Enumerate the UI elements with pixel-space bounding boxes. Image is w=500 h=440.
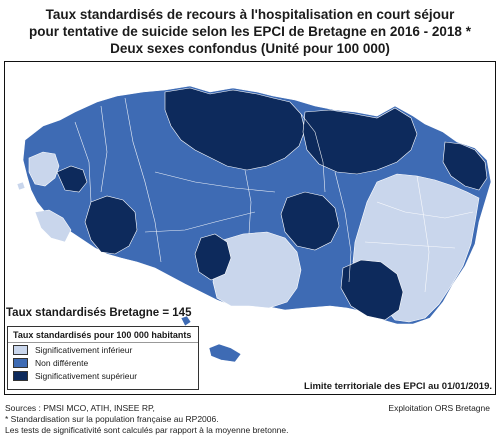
legend-label-superior: Significativement supérieur (35, 370, 138, 381)
bretagne-rate: Taux standardisés Bretagne = 145 (6, 307, 192, 319)
region-inferior-west (28, 151, 60, 187)
island-small-2 (16, 181, 26, 191)
legend-swatch-not-different (13, 357, 28, 368)
region-inferior-southwest (34, 209, 72, 243)
footer-sources: Sources : PMSI MCO, ATIH, INSEE RP, (5, 403, 155, 413)
region-superior-south-east (340, 259, 404, 321)
legend-title: Taux standardisés pour 100 000 habitants (8, 327, 198, 343)
region-superior-far-east (442, 141, 488, 191)
footer-tests: Les tests de significativité sont calcul… (5, 425, 289, 435)
island-belle-ile (208, 343, 242, 363)
epci-limit-note: Limite territoriale des EPCI au 01/01/20… (304, 381, 492, 392)
legend-item-inferior: Significativement inférieur (8, 343, 198, 356)
region-superior-north-center (164, 87, 306, 171)
title-line-2: pour tentative de suicide selon les EPCI… (29, 24, 471, 39)
region-inferior-south (212, 231, 302, 309)
map-title: Taux standardisés de recours à l'hospita… (0, 6, 500, 57)
legend: Taux standardisés pour 100 000 habitants… (7, 326, 199, 390)
footer-exploitation: Exploitation ORS Bretagne (388, 403, 490, 413)
map-frame (4, 61, 496, 395)
region-superior-south-center (194, 233, 232, 281)
legend-label-not-different: Non différente (35, 357, 89, 368)
region-superior-north-east (302, 107, 418, 175)
title-line-3: Deux sexes confondus (Unité pour 100 000… (110, 41, 390, 56)
footer-notes: Sources : PMSI MCO, ATIH, INSEE RP, * St… (5, 403, 289, 436)
bretagne-map (16, 85, 492, 363)
legend-swatch-superior (13, 370, 28, 381)
legend-item-superior: Significativement supérieur (8, 369, 198, 382)
footer-standardisation: * Standardisation sur la population fran… (5, 414, 219, 424)
epci-boundaries (74, 97, 474, 293)
legend-swatch-inferior (13, 344, 28, 355)
region-superior-west (84, 195, 138, 255)
legend-item-not-different: Non différente (8, 356, 198, 369)
island-small-1 (180, 315, 192, 327)
region-superior-center (280, 191, 340, 251)
title-line-1: Taux standardisés de recours à l'hospita… (45, 7, 455, 22)
legend-label-inferior: Significativement inférieur (35, 344, 133, 355)
region-superior-crozon (56, 165, 88, 193)
